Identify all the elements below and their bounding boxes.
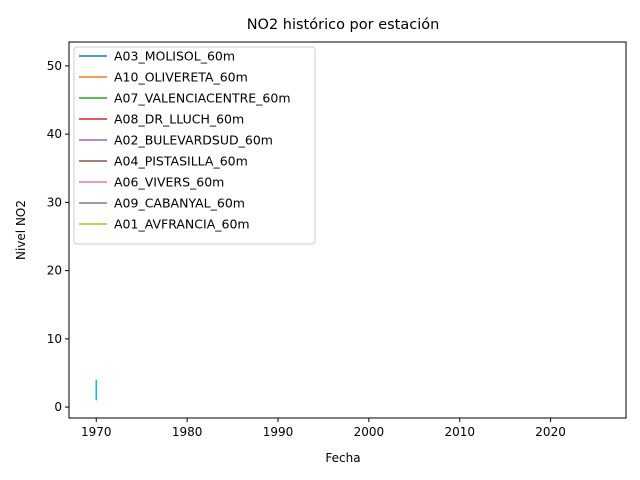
y-tick-label: 20 (47, 264, 62, 278)
legend-entry: A01_AVFRANCIA_60m (114, 217, 250, 232)
legend-entry: A02_BULEVARDSUD_60m (114, 133, 273, 148)
x-tick-label: 1990 (263, 425, 294, 439)
x-axis-title: Fecha (325, 451, 360, 465)
plot-frame (68, 41, 627, 419)
x-axis: 1970 1980 1990 2000 2010 2020 (81, 418, 566, 439)
y-axis-title: Nivel NO2 (14, 200, 28, 260)
legend-entry: A03_MOLISOL_60m (114, 49, 235, 64)
legend-entry: A07_VALENCIACENTRE_60m (114, 91, 291, 106)
x-tick-label: 2020 (535, 425, 566, 439)
legend: A03_MOLISOL_60m A10_OLIVERETA_60m A07_VALE… (73, 46, 316, 245)
y-tick-label: 50 (47, 59, 62, 73)
y-tick-label: 30 (47, 195, 62, 209)
legend-entry: A04_PISTASILLA_60m (114, 154, 248, 169)
x-tick-label: 2000 (354, 425, 385, 439)
legend-entry: A06_VIVERS_60m (114, 175, 224, 190)
legend-entry: A10_OLIVERETA_60m (114, 70, 248, 85)
legend-box (73, 46, 316, 245)
x-tick-label: 2010 (444, 425, 475, 439)
x-tick-label: 1980 (172, 425, 203, 439)
chart-title: NO2 histórico por estación (247, 17, 440, 33)
x-tick-label: 1970 (81, 425, 112, 439)
legend-entry: A08_DR_LLUCH_60m (114, 112, 244, 127)
y-tick-label: 40 (47, 127, 62, 141)
legend-entry: A09_CABANYAL_60m (114, 196, 245, 211)
y-tick-label: 10 (47, 332, 62, 346)
y-axis: 0 10 20 30 40 50 (47, 59, 69, 414)
y-tick-label: 0 (54, 400, 62, 414)
